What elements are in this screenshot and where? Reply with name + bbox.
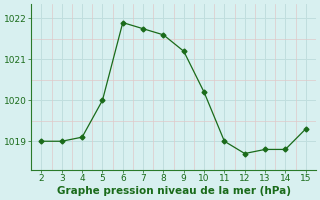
X-axis label: Graphe pression niveau de la mer (hPa): Graphe pression niveau de la mer (hPa) bbox=[57, 186, 291, 196]
